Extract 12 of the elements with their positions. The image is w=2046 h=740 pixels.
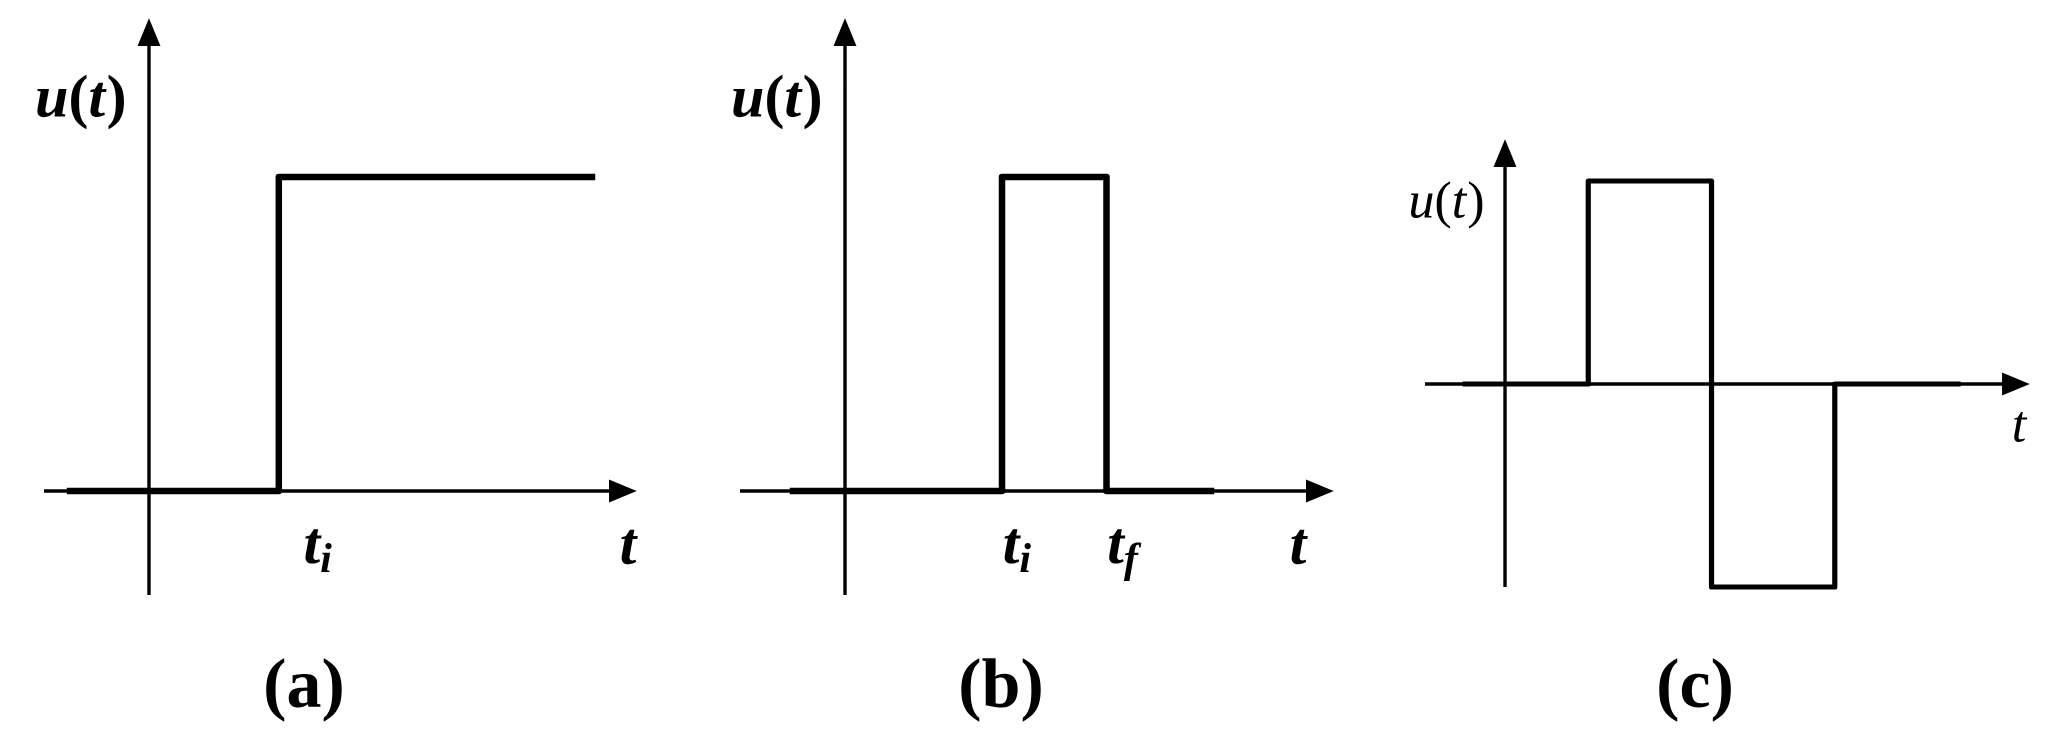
text: (b) bbox=[961, 658, 1041, 722]
y-axis-title: u(t) bbox=[37, 74, 124, 130]
y-axis-title: u(t) bbox=[733, 74, 820, 130]
text: t$_{i}$ bbox=[1004, 529, 1031, 573]
x-axis-title: t bbox=[621, 529, 638, 565]
x-axis-title: t bbox=[1291, 529, 1308, 565]
text: (c) bbox=[1659, 658, 1731, 722]
text: t$_{i}$ bbox=[305, 529, 332, 573]
text: t$_{f}$ bbox=[1109, 529, 1142, 582]
text: (a) bbox=[266, 658, 342, 722]
x-axis-title: t bbox=[2014, 412, 2028, 442]
y-axis-title: u(t) bbox=[1411, 181, 1483, 229]
